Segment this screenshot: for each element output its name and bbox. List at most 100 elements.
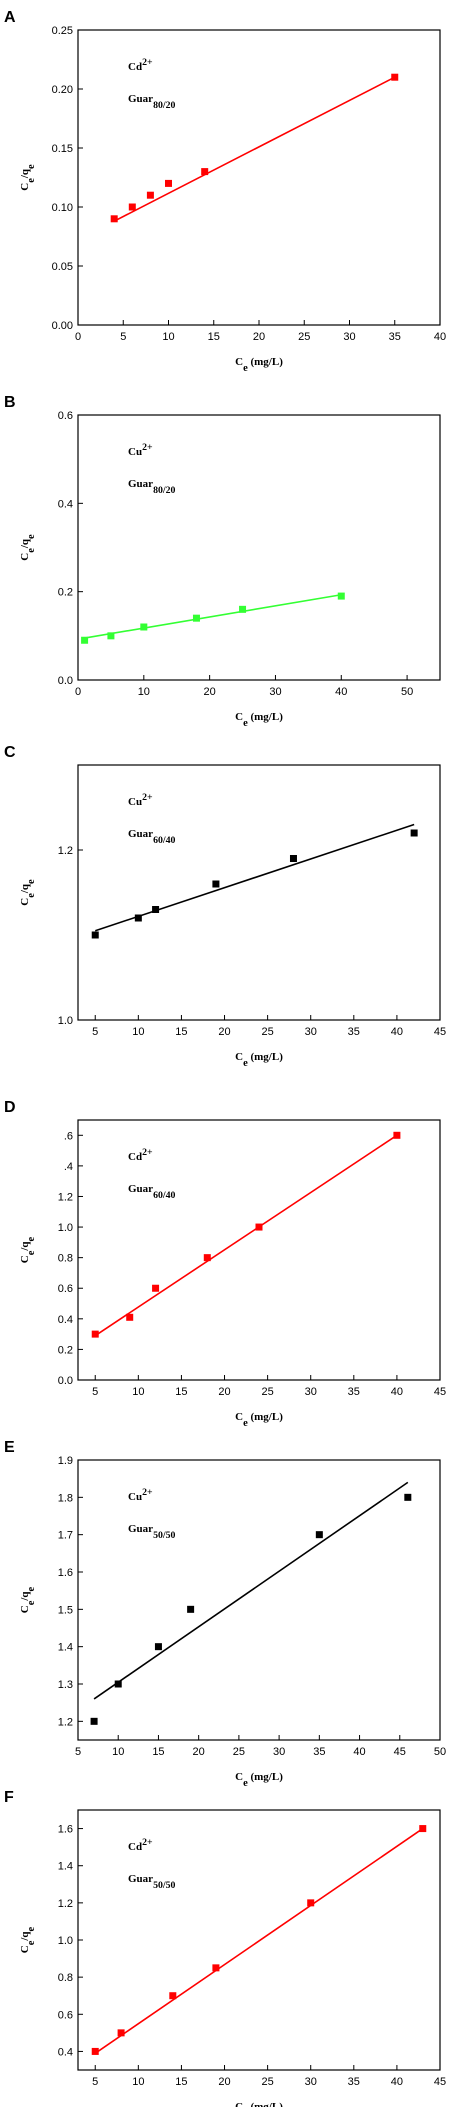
y-axis-label-part: e [26, 534, 37, 539]
x-axis-label-part: C [235, 1771, 243, 1783]
y-tick-label: 1.3 [58, 1679, 73, 1691]
x-tick-label: 25 [261, 1386, 273, 1398]
data-point [255, 1223, 263, 1231]
x-tick-label: 20 [204, 686, 216, 698]
y-tick-label: 1.0 [58, 1015, 73, 1027]
data-point [165, 179, 172, 187]
x-axis-label-part: C [235, 1411, 243, 1423]
x-tick-label: 5 [120, 331, 126, 343]
x-tick-label: 20 [218, 1026, 230, 1038]
y-axis-label-part: e [26, 1926, 37, 1931]
y-tick-label: 0.20 [52, 84, 73, 96]
y-tick-label: 0.6 [58, 1283, 73, 1295]
x-tick-label: 5 [92, 1026, 98, 1038]
y-tick-label: 1.0 [58, 1935, 73, 1947]
x-axis-label-part: e [243, 1418, 248, 1429]
annotation-polymer-part: 50/50 [153, 1530, 175, 1541]
x-tick-label: 15 [175, 1386, 187, 1398]
x-tick-label: 35 [348, 2076, 360, 2088]
annotation-ion-part: 2+ [142, 1837, 153, 1848]
x-tick-label: 25 [298, 331, 310, 343]
annotation-polymer-part: 80/20 [153, 100, 175, 111]
y-axis-label-part: C [19, 183, 31, 191]
annotation-polymer: Guar50/50 [128, 1873, 175, 1891]
data-point [393, 1131, 401, 1139]
y-tick-label: 0.4 [58, 2046, 73, 2058]
panel-label: A [4, 9, 16, 26]
x-axis-label-part: e [243, 718, 248, 729]
y-tick-label: 1.2 [58, 1898, 73, 1910]
y-tick-label: 0.00 [52, 320, 73, 332]
x-tick-label: 10 [162, 331, 174, 343]
y-axis-label-part: q [19, 1931, 31, 1938]
y-axis-label-part: e [26, 1940, 37, 1945]
x-tick-label: 30 [273, 1746, 285, 1758]
x-tick-label: 15 [208, 331, 220, 343]
annotation-polymer: Guar80/20 [128, 93, 175, 111]
y-axis-label-part: e [26, 1586, 37, 1591]
x-tick-label: 35 [348, 1026, 360, 1038]
annotation-polymer-part: Guar [128, 1523, 153, 1535]
x-axis-label-part: e [243, 363, 248, 374]
annotation-ion-part: Cu [128, 446, 142, 458]
x-tick-label: 15 [175, 1026, 187, 1038]
y-axis-label: Ce/qe [19, 1586, 37, 1613]
x-tick-label: 45 [434, 1026, 446, 1038]
y-axis-label-part: e [26, 1236, 37, 1241]
y-tick-label: 0.2 [58, 587, 73, 599]
x-tick-label: 40 [391, 1026, 403, 1038]
annotation-ion: Cd2+ [128, 1837, 153, 1854]
panel-label: D [4, 1099, 16, 1116]
y-axis-label-part: / [19, 889, 31, 894]
data-point [337, 592, 345, 600]
y-tick-label: 1.0 [58, 1222, 73, 1234]
x-tick-label: 5 [92, 2076, 98, 2088]
data-point [117, 2029, 125, 2037]
y-axis-label-part: e [26, 1600, 37, 1605]
y-axis-label: Ce/qe [19, 164, 37, 191]
y-axis-label-part: q [19, 883, 31, 890]
data-point [192, 614, 200, 622]
data-point [152, 906, 160, 913]
data-point [146, 191, 154, 199]
x-tick-label: 0 [75, 686, 81, 698]
x-tick-label: 10 [132, 1026, 144, 1038]
y-tick-label: 1.2 [58, 1716, 73, 1728]
annotation-ion-part: Cd [128, 1151, 142, 1163]
y-tick-label: 1.7 [58, 1530, 73, 1542]
data-point [107, 632, 115, 640]
y-tick-label: 0.4 [58, 1314, 73, 1326]
data-point [128, 203, 136, 211]
x-tick-label: 45 [434, 1386, 446, 1398]
data-point [201, 168, 209, 176]
y-tick-label: 1.6 [58, 1567, 73, 1579]
fit-line [94, 1827, 424, 2054]
data-point [91, 931, 99, 939]
data-point [169, 1992, 177, 2000]
x-axis-label-part: (mg/L) [248, 2101, 283, 2107]
data-point [126, 1313, 134, 1321]
panel-label: B [4, 394, 16, 411]
y-tick-label: 1.4 [58, 1642, 73, 1654]
fit-line [113, 76, 396, 222]
annotation-polymer: Guar50/50 [128, 1523, 175, 1541]
y-axis-label-part: C [19, 1255, 31, 1263]
x-axis-label: Ce (mg/L) [235, 1771, 283, 1789]
data-point [289, 855, 297, 862]
data-point [134, 914, 142, 922]
x-axis-label: Ce (mg/L) [235, 356, 283, 374]
x-axis-label: Ce (mg/L) [235, 1051, 283, 1069]
y-axis-label-part: / [19, 1247, 31, 1252]
x-tick-label: 40 [434, 331, 446, 343]
y-tick-label: 0.10 [52, 202, 73, 214]
y-axis-label-part: q [19, 168, 31, 175]
x-axis-label-part: (mg/L) [248, 356, 283, 368]
y-axis-label-part: e [26, 548, 37, 553]
annotation-ion-part: 2+ [142, 442, 153, 453]
annotation-ion: Cu2+ [128, 1487, 153, 1504]
x-tick-label: 15 [152, 1746, 164, 1758]
x-tick-label: 40 [391, 1386, 403, 1398]
x-tick-label: 30 [305, 2076, 317, 2088]
y-axis-label-part: e [26, 1250, 37, 1255]
